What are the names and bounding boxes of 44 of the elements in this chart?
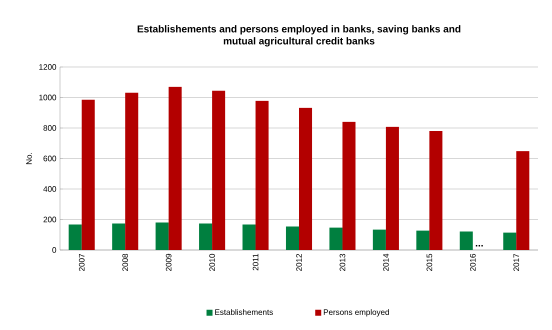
x-tick-label: 2015 xyxy=(426,254,432,271)
bar xyxy=(112,223,126,250)
bar xyxy=(386,126,399,250)
bar xyxy=(372,230,386,250)
x-tick-label: 2010 xyxy=(209,254,215,271)
y-axis-title: No. xyxy=(26,153,32,164)
x-tick-label: 2013 xyxy=(340,254,346,271)
x-tick-label: 2007 xyxy=(78,254,85,271)
bar xyxy=(242,224,256,250)
x-tick-label: 2017 xyxy=(513,254,520,271)
bar xyxy=(429,131,442,250)
legend-label: Establishements xyxy=(215,309,273,315)
bar xyxy=(199,223,212,250)
x-tick-label: 2009 xyxy=(166,254,172,271)
y-tick-label: 600 xyxy=(44,156,56,162)
bar xyxy=(82,100,95,250)
bar xyxy=(256,100,269,250)
bar xyxy=(342,122,356,250)
bar xyxy=(460,232,473,250)
x-tick-label: 2011 xyxy=(252,254,258,270)
legend-label: Persons employed xyxy=(324,309,389,317)
x-tick-label: 2012 xyxy=(296,254,302,271)
y-tick-label: 200 xyxy=(44,216,56,222)
x-tick-label: 2014 xyxy=(383,254,389,271)
bar xyxy=(212,90,226,250)
bar xyxy=(329,228,342,250)
bar xyxy=(516,151,530,250)
bar xyxy=(125,92,138,250)
x-tick-label: 2016 xyxy=(470,254,476,271)
y-tick-label: 0 xyxy=(52,247,56,253)
y-tick-label: 1000 xyxy=(39,94,56,100)
bar xyxy=(503,232,516,250)
bar xyxy=(416,230,430,250)
bar xyxy=(299,108,312,250)
y-tick-label: 1200 xyxy=(39,64,56,70)
bar xyxy=(68,224,82,250)
x-tick-label: 2008 xyxy=(122,254,128,271)
annotation: ... xyxy=(476,244,483,246)
chart-title: Establishements and persons employed in banks, saving banks and mutual agricultural credit banks xyxy=(138,25,460,46)
y-tick-label: 800 xyxy=(43,125,56,131)
y-tick-label: 400 xyxy=(43,186,56,192)
bar xyxy=(286,226,299,250)
bar xyxy=(168,86,182,250)
bar xyxy=(156,222,169,250)
